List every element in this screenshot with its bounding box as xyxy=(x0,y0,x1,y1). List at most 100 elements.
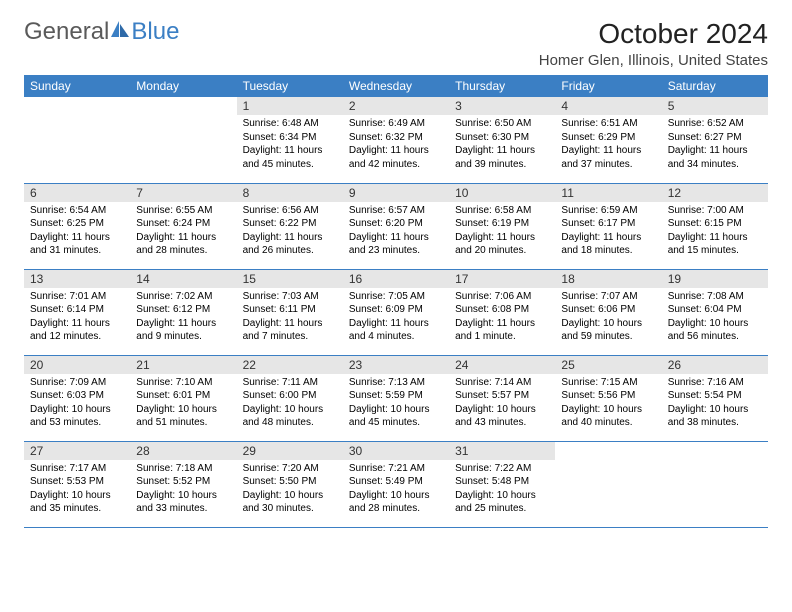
calendar-cell: 29Sunrise: 7:20 AMSunset: 5:50 PMDayligh… xyxy=(237,441,343,527)
sunset-text: Sunset: 5:49 PM xyxy=(349,475,443,489)
day-body: Sunrise: 7:08 AMSunset: 6:04 PMDaylight:… xyxy=(662,288,768,348)
day-body: Sunrise: 6:54 AMSunset: 6:25 PMDaylight:… xyxy=(24,202,130,262)
calendar-cell: 5Sunrise: 6:52 AMSunset: 6:27 PMDaylight… xyxy=(662,97,768,183)
sunset-text: Sunset: 6:22 PM xyxy=(243,217,337,231)
calendar-body: 1Sunrise: 6:48 AMSunset: 6:34 PMDaylight… xyxy=(24,97,768,527)
daylight-text: Daylight: 10 hours and 59 minutes. xyxy=(561,317,655,344)
calendar-cell: 10Sunrise: 6:58 AMSunset: 6:19 PMDayligh… xyxy=(449,183,555,269)
sunset-text: Sunset: 6:14 PM xyxy=(30,303,124,317)
calendar-cell: 15Sunrise: 7:03 AMSunset: 6:11 PMDayligh… xyxy=(237,269,343,355)
day-number: 8 xyxy=(237,184,343,202)
sunset-text: Sunset: 6:29 PM xyxy=(561,131,655,145)
daylight-text: Daylight: 11 hours and 1 minute. xyxy=(455,317,549,344)
daylight-text: Daylight: 10 hours and 35 minutes. xyxy=(30,489,124,516)
daylight-text: Daylight: 10 hours and 38 minutes. xyxy=(668,403,762,430)
calendar-cell: 24 Sunrise: 7:14 AMSunset: 5:57 PMDayligh… xyxy=(449,355,555,441)
sunset-text: Sunset: 6:25 PM xyxy=(30,217,124,231)
sunset-text: Sunset: 6:34 PM xyxy=(243,131,337,145)
sail-icon xyxy=(111,18,131,46)
calendar-cell: 23Sunrise: 7:13 AMSunset: 5:59 PMDayligh… xyxy=(343,355,449,441)
day-number: 1 xyxy=(237,97,343,115)
sunset-text: Sunset: 6:00 PM xyxy=(243,389,337,403)
calendar-cell: 3Sunrise: 6:50 AMSunset: 6:30 PMDaylight… xyxy=(449,97,555,183)
day-body: Sunrise: 6:59 AMSunset: 6:17 PMDaylight:… xyxy=(555,202,661,262)
calendar-cell: 6Sunrise: 6:54 AMSunset: 6:25 PMDaylight… xyxy=(24,183,130,269)
day-body: Sunrise: 7:05 AMSunset: 6:09 PMDaylight:… xyxy=(343,288,449,348)
calendar-cell: 14Sunrise: 7:02 AMSunset: 6:12 PMDayligh… xyxy=(130,269,236,355)
calendar-cell: 30Sunrise: 7:21 AMSunset: 5:49 PMDayligh… xyxy=(343,441,449,527)
calendar-cell: 4Sunrise: 6:51 AMSunset: 6:29 PMDaylight… xyxy=(555,97,661,183)
day-number: 6 xyxy=(24,184,130,202)
sunset-text: Sunset: 5:57 PM xyxy=(455,389,549,403)
day-number: 2 xyxy=(343,97,449,115)
daylight-text: Daylight: 10 hours and 48 minutes. xyxy=(243,403,337,430)
daylight-text: Daylight: 11 hours and 12 minutes. xyxy=(30,317,124,344)
calendar-cell: 20Sunrise: 7:09 AMSunset: 6:03 PMDayligh… xyxy=(24,355,130,441)
day-body: Sunrise: 7:22 AMSunset: 5:48 PMDaylight:… xyxy=(449,460,555,520)
sunset-text: Sunset: 5:54 PM xyxy=(668,389,762,403)
day-number: 17 xyxy=(449,270,555,288)
calendar-cell: 31Sunrise: 7:22 AMSunset: 5:48 PMDayligh… xyxy=(449,441,555,527)
sunrise-text: Sunrise: 7:20 AM xyxy=(243,462,337,476)
day-header: Thursday xyxy=(449,75,555,97)
day-number: 25 xyxy=(555,356,661,374)
day-body: Sunrise: 7:02 AMSunset: 6:12 PMDaylight:… xyxy=(130,288,236,348)
day-body: Sunrise: 7:18 AMSunset: 5:52 PMDaylight:… xyxy=(130,460,236,520)
calendar-cell: 9Sunrise: 6:57 AMSunset: 6:20 PMDaylight… xyxy=(343,183,449,269)
sunset-text: Sunset: 6:01 PM xyxy=(136,389,230,403)
daylight-text: Daylight: 10 hours and 56 minutes. xyxy=(668,317,762,344)
sunset-text: Sunset: 6:11 PM xyxy=(243,303,337,317)
sunrise-text: Sunrise: 7:14 AM xyxy=(455,376,549,390)
day-number: 10 xyxy=(449,184,555,202)
daylight-text: Daylight: 11 hours and 7 minutes. xyxy=(243,317,337,344)
calendar-cell: 27Sunrise: 7:17 AMSunset: 5:53 PMDayligh… xyxy=(24,441,130,527)
calendar-cell: 8Sunrise: 6:56 AMSunset: 6:22 PMDaylight… xyxy=(237,183,343,269)
calendar-cell: 18Sunrise: 7:07 AMSunset: 6:06 PMDayligh… xyxy=(555,269,661,355)
sunrise-text: Sunrise: 7:02 AM xyxy=(136,290,230,304)
sunset-text: Sunset: 6:19 PM xyxy=(455,217,549,231)
day-number: 5 xyxy=(662,97,768,115)
daylight-text: Daylight: 10 hours and 40 minutes. xyxy=(561,403,655,430)
page-title: October 2024 xyxy=(539,18,768,50)
sunrise-text: Sunrise: 7:21 AM xyxy=(349,462,443,476)
day-body: Sunrise: 7:09 AMSunset: 6:03 PMDaylight:… xyxy=(24,374,130,434)
sunrise-text: Sunrise: 6:49 AM xyxy=(349,117,443,131)
sunset-text: Sunset: 6:03 PM xyxy=(30,389,124,403)
daylight-text: Daylight: 10 hours and 43 minutes. xyxy=(455,403,549,430)
calendar-week-row: 6Sunrise: 6:54 AMSunset: 6:25 PMDaylight… xyxy=(24,183,768,269)
day-body: Sunrise: 6:58 AMSunset: 6:19 PMDaylight:… xyxy=(449,202,555,262)
calendar-table: SundayMondayTuesdayWednesdayThursdayFrid… xyxy=(24,75,768,528)
sunset-text: Sunset: 6:08 PM xyxy=(455,303,549,317)
day-number: 24 xyxy=(449,356,555,374)
sunrise-text: Sunrise: 7:11 AM xyxy=(243,376,337,390)
calendar-cell: 7Sunrise: 6:55 AMSunset: 6:24 PMDaylight… xyxy=(130,183,236,269)
day-number: 27 xyxy=(24,442,130,460)
sunrise-text: Sunrise: 6:58 AM xyxy=(455,204,549,218)
calendar-cell: 28Sunrise: 7:18 AMSunset: 5:52 PMDayligh… xyxy=(130,441,236,527)
day-body: Sunrise: 7:17 AMSunset: 5:53 PMDaylight:… xyxy=(24,460,130,520)
day-header: Saturday xyxy=(662,75,768,97)
sunrise-text: Sunrise: 6:54 AM xyxy=(30,204,124,218)
sunrise-text: Sunrise: 7:09 AM xyxy=(30,376,124,390)
calendar-cell: 26Sunrise: 7:16 AMSunset: 5:54 PMDayligh… xyxy=(662,355,768,441)
sunrise-text: Sunrise: 7:05 AM xyxy=(349,290,443,304)
sunset-text: Sunset: 6:12 PM xyxy=(136,303,230,317)
sunset-text: Sunset: 5:59 PM xyxy=(349,389,443,403)
sunset-text: Sunset: 6:27 PM xyxy=(668,131,762,145)
sunrise-text: Sunrise: 7:22 AM xyxy=(455,462,549,476)
day-body: Sunrise: 7:20 AMSunset: 5:50 PMDaylight:… xyxy=(237,460,343,520)
calendar-cell: 13Sunrise: 7:01 AMSunset: 6:14 PMDayligh… xyxy=(24,269,130,355)
calendar-cell: 25Sunrise: 7:15 AMSunset: 5:56 PMDayligh… xyxy=(555,355,661,441)
calendar-cell: 1Sunrise: 6:48 AMSunset: 6:34 PMDaylight… xyxy=(237,97,343,183)
day-number: 14 xyxy=(130,270,236,288)
daylight-text: Daylight: 11 hours and 31 minutes. xyxy=(30,231,124,258)
logo-text-blue: Blue xyxy=(131,18,179,46)
day-number: 18 xyxy=(555,270,661,288)
day-body: Sunrise: 6:50 AMSunset: 6:30 PMDaylight:… xyxy=(449,115,555,175)
sunset-text: Sunset: 5:50 PM xyxy=(243,475,337,489)
daylight-text: Daylight: 11 hours and 37 minutes. xyxy=(561,144,655,171)
daylight-text: Daylight: 11 hours and 42 minutes. xyxy=(349,144,443,171)
day-header: Wednesday xyxy=(343,75,449,97)
day-number: 12 xyxy=(662,184,768,202)
calendar-week-row: 1Sunrise: 6:48 AMSunset: 6:34 PMDaylight… xyxy=(24,97,768,183)
